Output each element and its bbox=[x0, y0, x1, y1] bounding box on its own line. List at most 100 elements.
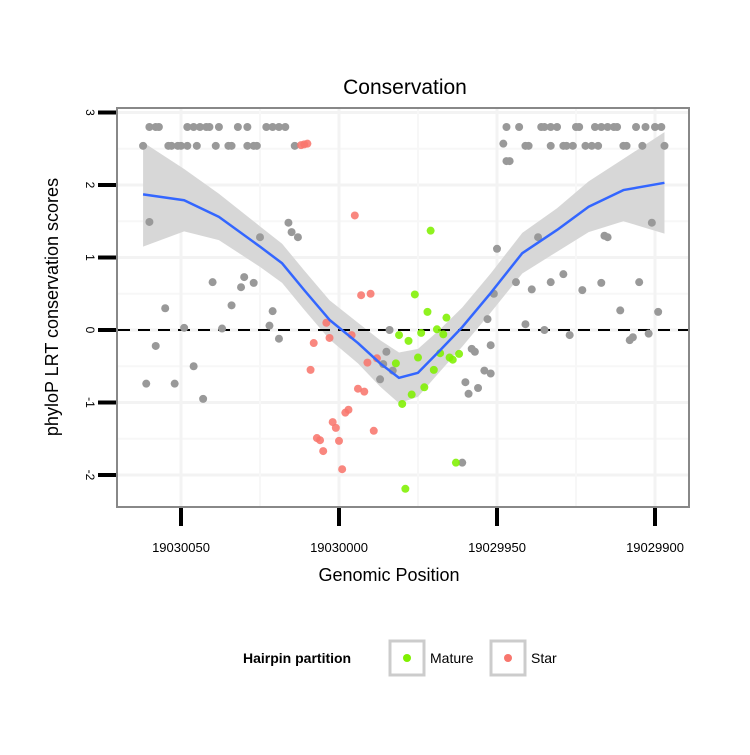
data-point-none bbox=[613, 123, 622, 131]
data-point-none bbox=[218, 324, 227, 333]
data-point-none bbox=[470, 347, 479, 356]
data-point-none bbox=[154, 123, 163, 131]
data-point-star bbox=[319, 447, 328, 456]
data-point-none bbox=[493, 244, 501, 253]
data-point-mature bbox=[391, 359, 400, 368]
x-tick-label: 19030000 bbox=[310, 540, 368, 555]
data-point-none bbox=[660, 141, 669, 150]
plot-panel bbox=[116, 107, 690, 508]
y-tick-label: -2 bbox=[83, 470, 97, 481]
data-point-star bbox=[309, 339, 318, 348]
data-point-none bbox=[142, 379, 151, 388]
data-point-mature bbox=[417, 328, 426, 337]
data-point-mature bbox=[410, 290, 419, 299]
data-point-none bbox=[480, 366, 489, 375]
data-point-none bbox=[587, 141, 596, 150]
data-point-none bbox=[499, 139, 508, 148]
data-point-none bbox=[461, 378, 470, 387]
data-point-none bbox=[287, 228, 296, 237]
data-point-none bbox=[211, 141, 220, 150]
data-point-mature bbox=[414, 353, 422, 362]
data-point-star bbox=[331, 423, 340, 432]
data-point-none bbox=[590, 123, 599, 131]
data-point-none bbox=[274, 334, 283, 343]
legend-label-star: Star bbox=[531, 650, 557, 666]
data-point-none bbox=[474, 384, 483, 392]
data-point-none bbox=[382, 347, 391, 356]
data-point-none bbox=[205, 123, 214, 131]
data-point-none bbox=[249, 278, 258, 287]
data-point-star bbox=[303, 139, 312, 148]
data-point-none bbox=[540, 326, 549, 334]
data-point-mature bbox=[426, 226, 435, 235]
data-point-none bbox=[546, 123, 555, 131]
data-point-star bbox=[344, 405, 353, 414]
data-point-mature bbox=[448, 355, 457, 364]
data-point-none bbox=[647, 218, 656, 227]
y-tick-label: 3 bbox=[83, 109, 97, 116]
data-point-star bbox=[360, 387, 369, 396]
data-point-none bbox=[227, 301, 236, 310]
data-point-none bbox=[546, 278, 555, 287]
data-point-star bbox=[357, 291, 366, 300]
legend: Hairpin partition Mature Star bbox=[243, 639, 557, 677]
data-point-none bbox=[464, 389, 473, 398]
data-point-none bbox=[284, 218, 293, 227]
data-point-star bbox=[322, 318, 331, 327]
data-point-mature bbox=[404, 336, 413, 345]
data-point-none bbox=[638, 141, 647, 150]
data-point-none bbox=[521, 320, 530, 329]
data-point-star bbox=[363, 358, 372, 367]
data-point-mature bbox=[420, 383, 429, 392]
data-point-none bbox=[262, 123, 271, 131]
data-point-none bbox=[376, 375, 385, 384]
data-point-none bbox=[540, 123, 549, 131]
data-point-none bbox=[167, 141, 176, 150]
data-point-none bbox=[568, 141, 577, 150]
data-point-none bbox=[243, 141, 252, 150]
data-point-none bbox=[559, 270, 568, 279]
y-axis-label: phyloP LRT conservation scores bbox=[42, 178, 62, 436]
smooth-fit-layer bbox=[142, 181, 665, 380]
data-point-none bbox=[252, 141, 261, 150]
data-point-none bbox=[632, 123, 641, 131]
y-tick-label: -1 bbox=[83, 397, 97, 408]
data-point-none bbox=[265, 321, 274, 330]
data-point-none bbox=[195, 123, 204, 131]
data-point-none bbox=[189, 123, 198, 131]
data-point-none bbox=[581, 141, 590, 150]
data-point-none bbox=[145, 217, 154, 226]
data-point-none bbox=[274, 123, 283, 131]
data-point-none bbox=[189, 362, 198, 371]
data-point-none bbox=[177, 141, 185, 150]
data-point-none bbox=[183, 123, 192, 131]
data-point-none bbox=[562, 141, 571, 150]
data-point-none bbox=[145, 123, 154, 131]
data-point-none bbox=[281, 123, 290, 131]
data-point-none bbox=[240, 273, 249, 282]
data-point-none bbox=[208, 278, 217, 287]
x-tick-label: 19029900 bbox=[626, 540, 684, 555]
data-point-star bbox=[338, 465, 347, 474]
y-tick-label: 2 bbox=[83, 182, 97, 189]
data-point-none bbox=[641, 123, 650, 131]
data-point-none bbox=[483, 315, 492, 324]
data-point-star bbox=[369, 426, 378, 435]
points-layer bbox=[139, 123, 669, 493]
plot-border bbox=[116, 107, 690, 508]
data-point-star bbox=[353, 384, 362, 393]
data-point-none bbox=[622, 141, 631, 150]
data-point-none bbox=[293, 233, 302, 242]
data-point-mature bbox=[432, 325, 441, 334]
data-point-mature bbox=[439, 330, 448, 339]
data-point-none bbox=[256, 233, 264, 242]
data-point-none bbox=[290, 141, 299, 150]
legend-star-marker bbox=[504, 654, 512, 662]
data-point-none bbox=[603, 123, 612, 131]
data-point-none bbox=[534, 233, 543, 242]
data-point-none bbox=[385, 326, 394, 334]
data-point-mature bbox=[398, 399, 407, 408]
data-point-star bbox=[366, 289, 375, 298]
data-point-none bbox=[603, 233, 612, 242]
